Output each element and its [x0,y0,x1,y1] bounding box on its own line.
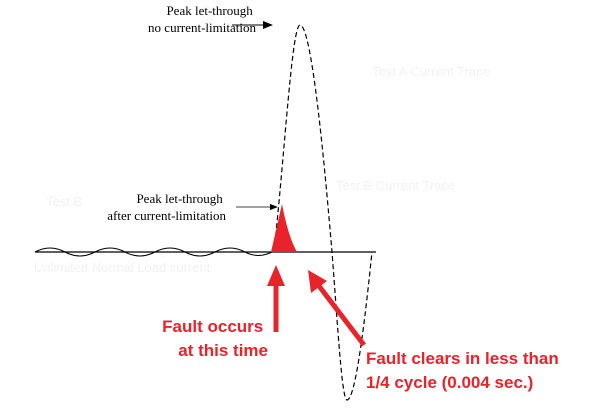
fault-occurs-label: Fault occurs at this time [162,317,268,360]
test-a-label: Test A Current Trace [372,64,490,79]
peak-limit-label: Peak let-through after current-limitatio… [107,191,226,223]
test-b-label: Test B Current Trace [336,178,455,193]
load-current-wave [34,247,273,257]
fault-clears-label: Fault clears in less than 1/4 cycle (0.0… [366,349,563,392]
red-arrows [267,265,366,347]
unlimited-trace [273,24,373,401]
normal-load-label: Unlimited Normal Load current [34,260,211,275]
limited-trace [271,204,297,252]
peak-no-limit-label: Peak let-through no current-limitation [148,3,256,35]
test-b-left-label: Test B [46,194,82,209]
faint-labels: Test A Current Trace Test B Current Trac… [34,64,490,275]
